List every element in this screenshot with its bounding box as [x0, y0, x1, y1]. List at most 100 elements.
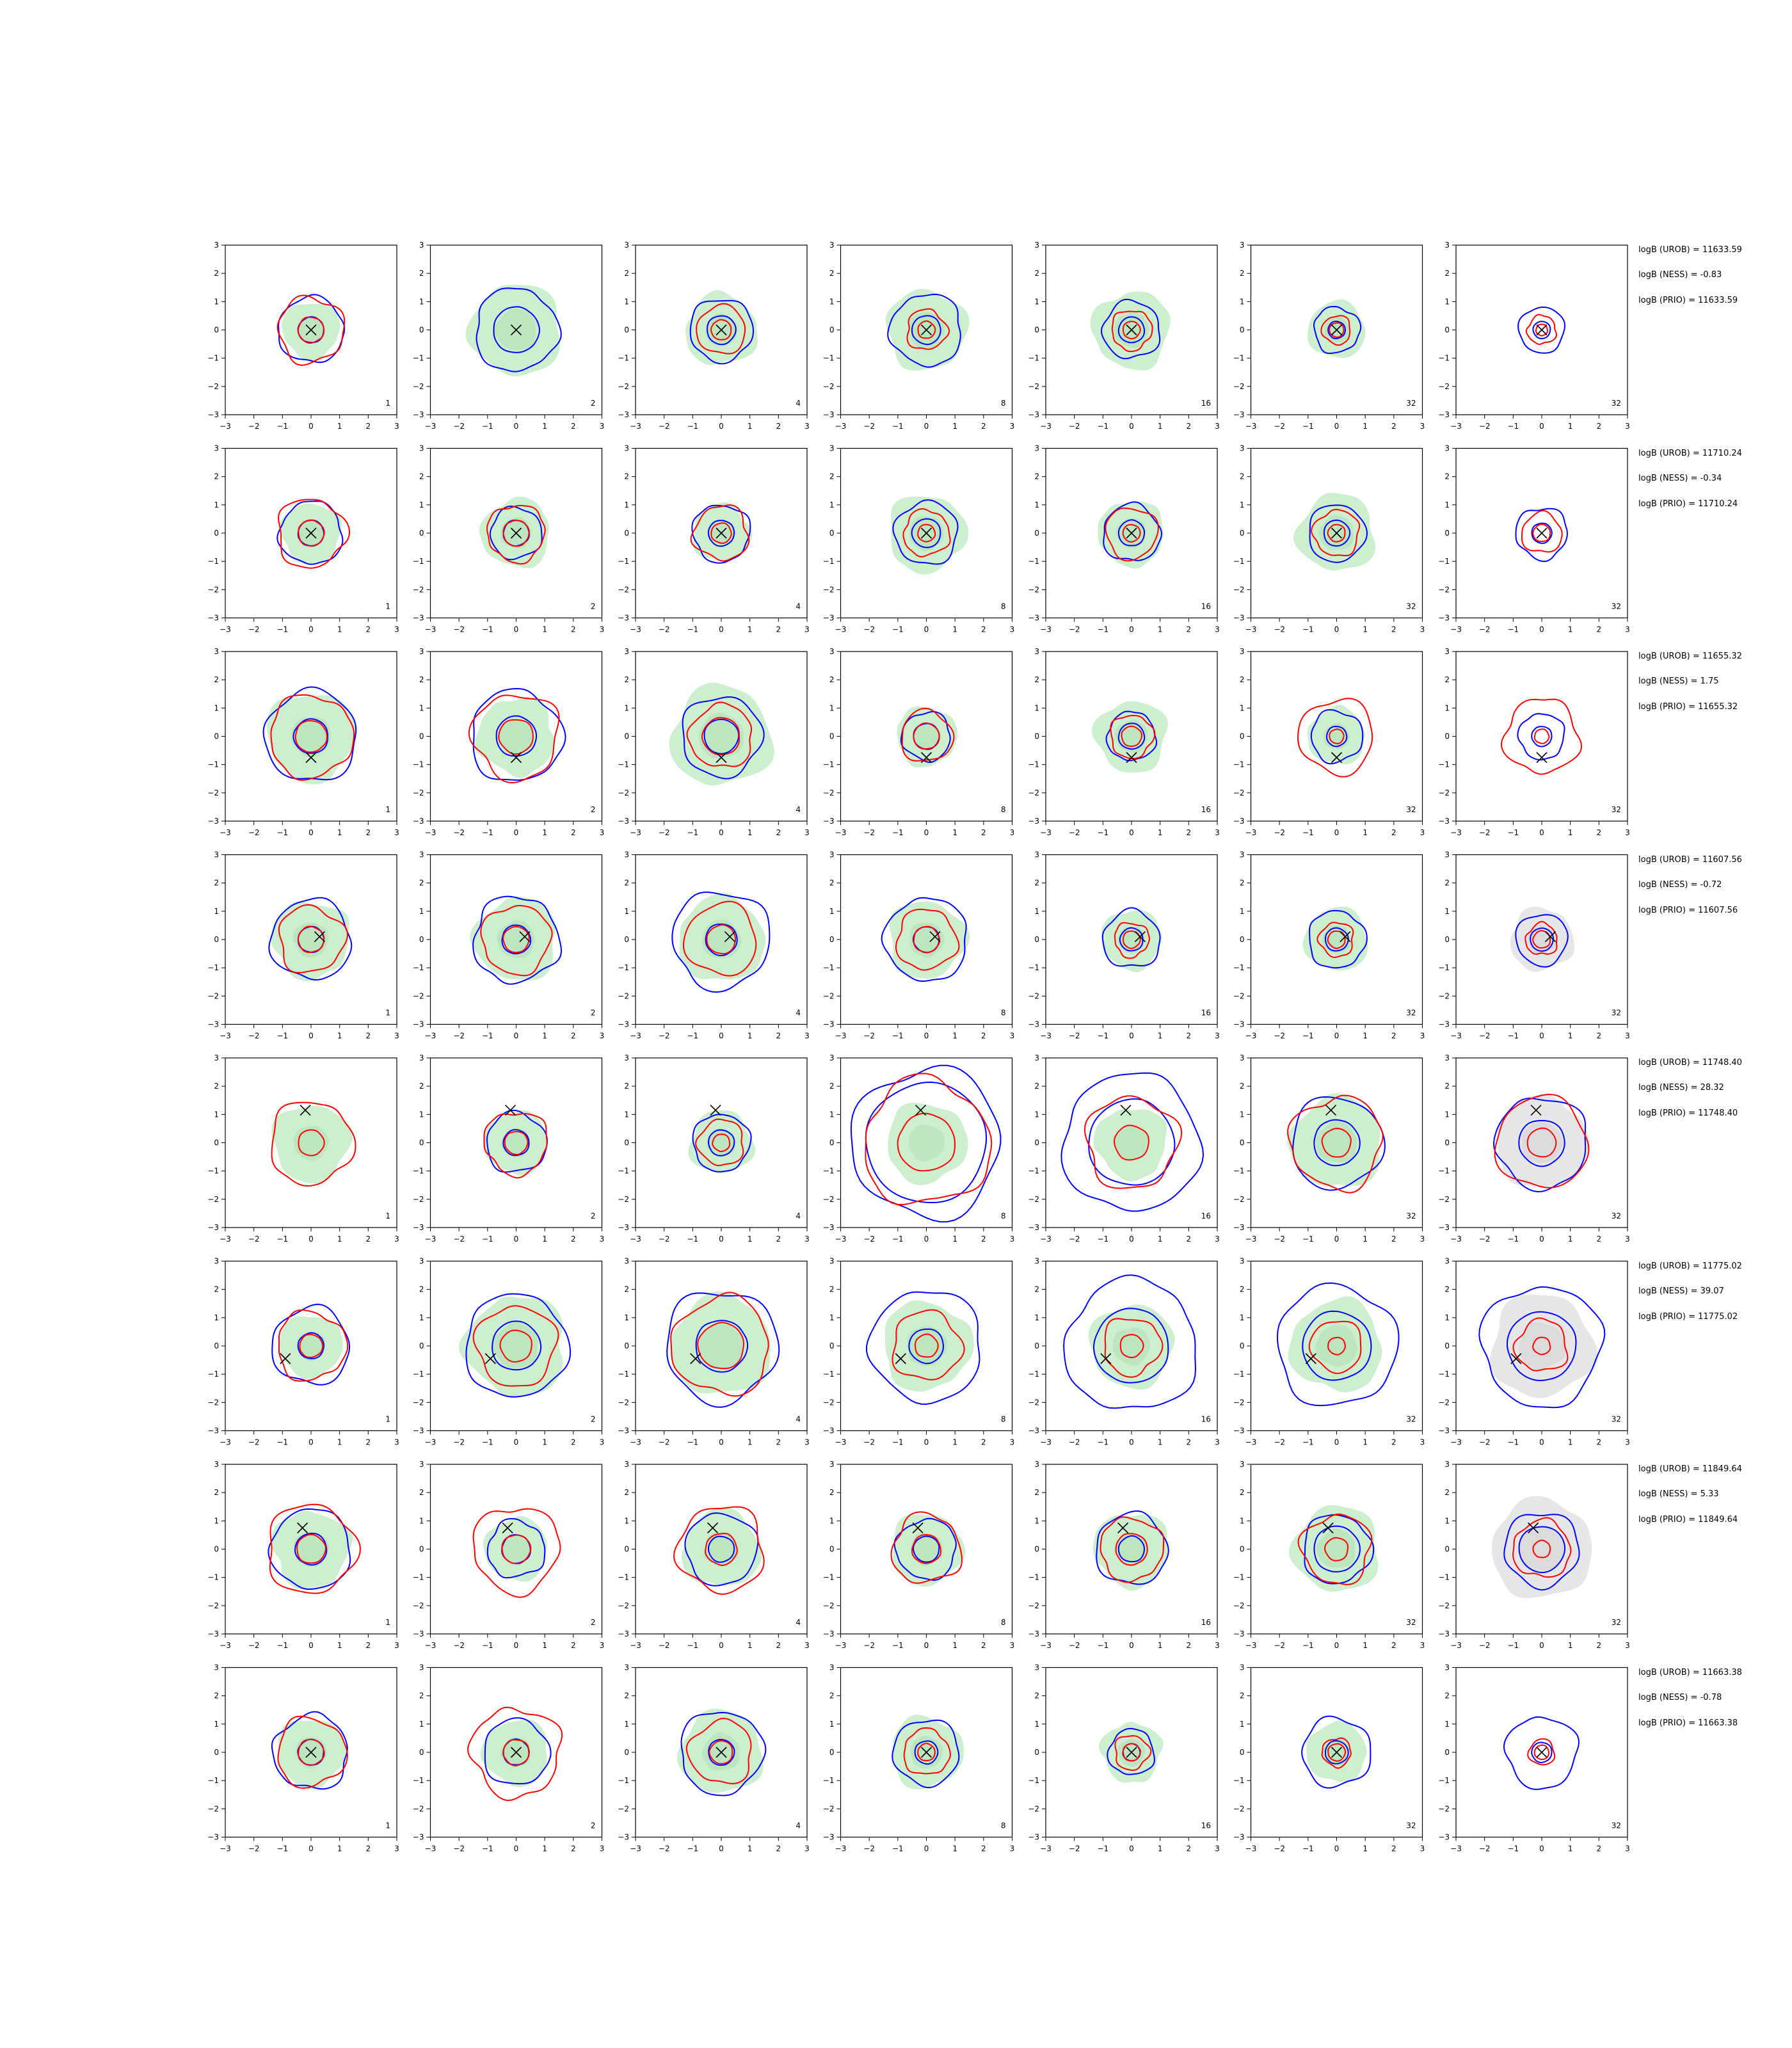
y-tick-label: 2 — [419, 1082, 424, 1091]
panel-count-label: 1 — [385, 1821, 390, 1830]
x-tick-label: 1 — [952, 1641, 957, 1650]
subplot-r8-c6: −3−3 −2 −2 −1 −1 0 0 1 1 2 2 3 3 32 — [1233, 1663, 1425, 1853]
subplot-r8-c7: −3−3 −2 −2 −1 −1 0 0 1 1 2 2 3 3 32 — [1438, 1663, 1630, 1853]
red-contour-1 — [298, 1738, 325, 1766]
subplot-r3-c7: −3−3 −2 −2 −1 −1 0 0 1 1 2 2 3 3 32 — [1438, 647, 1630, 837]
panel-count-label: 2 — [591, 1212, 596, 1220]
x-tick-label: 1 — [1568, 1438, 1573, 1447]
x-tick-label: −2 — [1479, 1641, 1491, 1650]
blue-contour-2 — [278, 294, 346, 364]
y-tick-label: −3 — [1233, 1223, 1245, 1232]
x-tick-label: 0 — [1334, 1438, 1340, 1447]
density-fill-outer — [458, 1296, 563, 1398]
x-tick-label: −2 — [1274, 1438, 1285, 1447]
y-tick-label: −1 — [413, 1167, 424, 1176]
x-tick-label: 3 — [1215, 1438, 1220, 1447]
y-tick-label: 1 — [419, 703, 424, 712]
y-tick-label: 3 — [829, 444, 835, 453]
x-tick-label: 3 — [394, 1032, 399, 1041]
panel-count-label: 4 — [796, 1212, 801, 1220]
y-tick-label: 1 — [1444, 1110, 1450, 1119]
y-tick-label: 3 — [1034, 851, 1039, 860]
marker-x — [1331, 752, 1343, 764]
subplot-r2-c7: −3−3 −2 −2 −1 −1 0 0 1 1 2 2 3 3 32 — [1438, 444, 1630, 634]
panel-count-label: 16 — [1201, 1212, 1211, 1220]
x-tick-label: 1 — [1158, 422, 1163, 431]
density-fill-inner — [1519, 1322, 1566, 1370]
x-tick-label: −2 — [863, 1641, 875, 1650]
y-tick-label: 3 — [419, 241, 424, 250]
x-tick-label: 3 — [394, 828, 399, 837]
y-tick-label: 3 — [624, 1257, 629, 1266]
y-tick-label: 3 — [829, 1460, 835, 1469]
y-tick-label: 1 — [1240, 1516, 1245, 1525]
y-tick-label: −2 — [618, 382, 629, 391]
density-fill-outer — [280, 1316, 343, 1380]
y-tick-label: 1 — [624, 500, 629, 509]
marker-x — [1340, 931, 1351, 943]
x-tick-label: −2 — [453, 1844, 465, 1853]
x-tick-label: −2 — [1069, 828, 1080, 837]
y-tick-label: 2 — [1034, 1692, 1039, 1700]
y-tick-label: 1 — [419, 1516, 424, 1525]
density-fill-inner — [699, 1322, 744, 1368]
x-tick-label: 0 — [1129, 828, 1134, 837]
y-tick-label: −2 — [1028, 1601, 1039, 1610]
x-tick-label: 0 — [308, 422, 314, 431]
density-fill-inner — [698, 712, 744, 759]
x-tick-label: −1 — [1302, 828, 1314, 837]
y-tick-label: 2 — [624, 269, 629, 278]
y-tick-label: −2 — [1028, 1195, 1039, 1204]
y-tick-label: −3 — [207, 614, 219, 623]
blue-contour-1 — [294, 1533, 328, 1566]
y-tick-label: 0 — [1444, 1545, 1450, 1554]
blue-contour-2 — [1276, 1282, 1400, 1407]
x-tick-label: 2 — [571, 828, 576, 837]
x-tick-label: 0 — [1334, 1641, 1340, 1650]
blue-contour-1 — [492, 1320, 542, 1371]
y-tick-label: −1 — [1438, 1167, 1450, 1176]
red-contour-1 — [1321, 1128, 1352, 1158]
y-tick-label: 1 — [829, 1516, 835, 1525]
y-tick-label: −3 — [823, 1427, 835, 1436]
x-tick-label: 1 — [1568, 422, 1573, 431]
marker-x — [1536, 527, 1548, 539]
y-tick-label: 2 — [829, 1082, 835, 1091]
red-contour-2 — [271, 1101, 356, 1187]
y-tick-label: 0 — [419, 529, 424, 538]
subplot-r7-c6: −3−3 −2 −2 −1 −1 0 0 1 1 2 2 3 3 32 — [1233, 1460, 1425, 1650]
y-tick-label: 3 — [624, 1460, 629, 1469]
x-tick-label: 0 — [924, 1032, 929, 1041]
y-tick-label: 1 — [829, 907, 835, 916]
x-tick-label: −1 — [892, 828, 904, 837]
y-tick-label: 1 — [829, 703, 835, 712]
x-tick-label: 3 — [1420, 422, 1425, 431]
y-tick-label: 0 — [214, 732, 219, 741]
x-tick-label: −1 — [1507, 625, 1519, 634]
blue-contour-2 — [892, 1719, 960, 1789]
y-tick-label: 3 — [1240, 647, 1245, 656]
red-contour-2 — [1320, 315, 1351, 346]
subplot-r8-c3: −3−3 −2 −2 −1 −1 0 0 1 1 2 2 3 3 4 — [618, 1663, 810, 1853]
density-fill-outer — [682, 1508, 762, 1585]
density-fill-inner — [1315, 1325, 1357, 1367]
y-tick-label: −1 — [413, 760, 424, 769]
y-tick-label: −1 — [618, 354, 629, 363]
x-tick-label: −1 — [687, 828, 698, 837]
blue-contour-2 — [689, 300, 754, 365]
x-tick-label: −2 — [659, 1032, 670, 1041]
density-fill-outer — [1287, 1093, 1380, 1186]
y-tick-label: 1 — [1444, 907, 1450, 916]
x-tick-label: 0 — [1334, 1032, 1340, 1041]
y-tick-label: 2 — [1034, 472, 1039, 481]
y-tick-label: 1 — [1444, 1313, 1450, 1322]
x-tick-label: 3 — [1420, 1235, 1425, 1244]
x-tick-label: −1 — [482, 1438, 493, 1447]
y-tick-label: 3 — [624, 1663, 629, 1672]
panel-count-label: 32 — [1612, 1212, 1621, 1220]
panel-count-label: 8 — [1001, 1821, 1006, 1830]
y-tick-label: 1 — [624, 907, 629, 916]
y-tick-label: −2 — [1438, 1398, 1450, 1407]
blue-contour-1 — [1119, 927, 1144, 952]
x-tick-label: 3 — [600, 1235, 605, 1244]
